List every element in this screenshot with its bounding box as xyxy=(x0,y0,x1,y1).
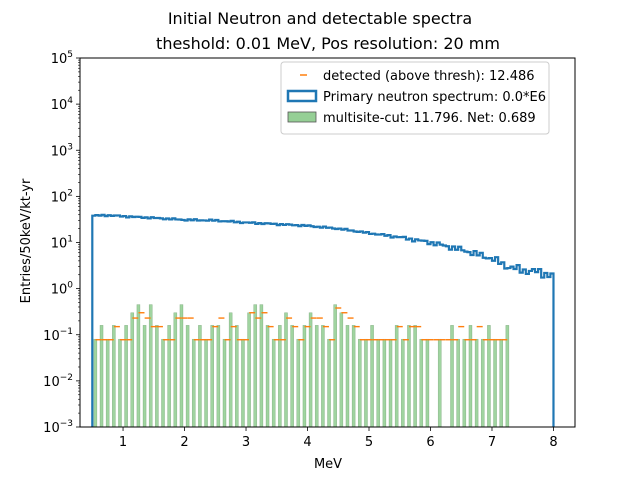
multisite-bar xyxy=(228,312,233,428)
legend-primary-patch xyxy=(286,89,318,103)
multisite-bar xyxy=(118,338,122,428)
multisite-bar xyxy=(364,338,368,428)
x-tick-label: 8 xyxy=(549,435,557,450)
multisite-bar xyxy=(155,325,159,428)
multisite-bar xyxy=(401,338,405,428)
multisite-bar xyxy=(247,312,251,428)
y-tick-label: 104 xyxy=(51,96,74,113)
multisite-bar xyxy=(259,304,264,428)
multisite-bar xyxy=(204,338,208,428)
multisite-bar xyxy=(148,304,153,428)
chart-title-line2: theshold: 0.01 MeV, Pos resolution: 20 m… xyxy=(156,34,500,53)
multisite-bar xyxy=(499,338,503,428)
y-tick-label: 10−1 xyxy=(43,327,73,344)
multisite-bar xyxy=(407,325,411,428)
multisite-bar xyxy=(105,338,110,428)
multisite-bar xyxy=(308,312,313,428)
multisite-bar xyxy=(487,325,491,428)
multisite-bar xyxy=(450,325,454,428)
multisite-bar xyxy=(505,325,510,428)
axes: 1 2 3 4 5 6 7 8 10−3 10−2 10−1 100 101 102 103 104 105 xyxy=(43,50,576,450)
legend-detected-label: detected (above thresh): 12.486 xyxy=(323,69,535,84)
multisite-bar xyxy=(222,338,227,428)
multisite-bar xyxy=(136,304,141,428)
multisite-bar xyxy=(437,338,442,428)
multisite-bar xyxy=(413,325,417,428)
multisite-bar xyxy=(130,312,135,428)
legend-primary-label: Primary neutron spectrum: 0.0*E6 xyxy=(323,90,546,105)
legend-multisite-patch xyxy=(287,111,317,123)
multisite-bar xyxy=(425,338,430,428)
multisite-bar xyxy=(290,325,294,428)
y-tick-label: 10−2 xyxy=(43,373,73,390)
multisite-bar xyxy=(493,338,497,428)
multisite-bar xyxy=(345,325,350,428)
y-tick-label: 100 xyxy=(51,281,74,298)
multisite-bar xyxy=(124,325,128,428)
multisite-bar xyxy=(191,338,196,428)
multisite-bar xyxy=(394,325,399,428)
multisite-bar xyxy=(142,325,147,428)
multisite-bar xyxy=(333,304,337,428)
multisite-bar xyxy=(161,338,165,428)
multisite-bar xyxy=(456,338,460,428)
multisite-bar xyxy=(216,325,221,428)
legend-frame xyxy=(280,61,550,135)
multisite-bar xyxy=(480,338,485,428)
y-tick-label: 103 xyxy=(51,142,73,159)
multisite-bar xyxy=(321,325,325,428)
multisite-bar xyxy=(370,325,374,428)
multisite-bar xyxy=(173,312,178,428)
y-tick-label: 105 xyxy=(51,50,73,67)
multisite-bar xyxy=(302,325,307,428)
multisite-bar xyxy=(462,338,467,428)
legend: detected (above thresh): 12.486 Primary … xyxy=(280,61,550,135)
multisite-bar xyxy=(265,325,270,428)
x-tick-label: 6 xyxy=(426,435,434,450)
multisite-bar xyxy=(339,312,344,428)
y-tick-label: 10−3 xyxy=(43,419,73,436)
multisite-bar xyxy=(253,304,258,428)
x-tick-label: 4 xyxy=(303,435,311,450)
multisite-bar xyxy=(93,338,98,428)
multisite-bar xyxy=(179,304,184,428)
y-tick-label: 101 xyxy=(51,235,73,252)
plot-area xyxy=(91,213,555,428)
multisite-bar xyxy=(296,338,301,428)
multisite-bar xyxy=(241,338,245,428)
multisite-bar xyxy=(419,338,424,428)
multisite-bar xyxy=(327,338,331,428)
primary-spectrum-line xyxy=(91,213,555,427)
multisite-bar xyxy=(99,325,104,428)
x-tick-label: 5 xyxy=(365,435,373,450)
multisite-bar xyxy=(284,312,288,428)
multisite-bar xyxy=(474,338,479,428)
multisite-bar xyxy=(468,325,473,428)
multisite-bar xyxy=(388,338,393,428)
legend-multisite-label: multisite-cut: 11.796. Net: 0.689 xyxy=(323,111,536,126)
multisite-bar xyxy=(112,325,116,428)
multisite-bar xyxy=(167,325,171,428)
y-tick-label: 102 xyxy=(51,188,73,205)
multisite-bar xyxy=(278,325,282,428)
multisite-bar xyxy=(235,325,239,428)
multisite-bar xyxy=(314,325,319,428)
x-axis-label: MeV xyxy=(314,457,342,472)
x-tick-label: 3 xyxy=(242,435,250,450)
multisite-bar xyxy=(376,338,381,428)
x-tick-label: 1 xyxy=(119,435,127,450)
multisite-bar xyxy=(271,338,276,428)
x-tick-label: 7 xyxy=(488,435,496,450)
x-tick-label: 2 xyxy=(180,435,188,450)
multisite-bar xyxy=(351,325,356,428)
chart-title-line1: Initial Neutron and detectable spectra xyxy=(168,9,472,28)
multisite-bar xyxy=(185,325,190,428)
multisite-bar xyxy=(357,338,362,428)
multisite-bar xyxy=(210,325,214,428)
multisite-bar xyxy=(382,338,387,428)
y-axis-label: Entries/50keV/kt-yr xyxy=(19,178,34,303)
multisite-bar xyxy=(198,325,202,428)
